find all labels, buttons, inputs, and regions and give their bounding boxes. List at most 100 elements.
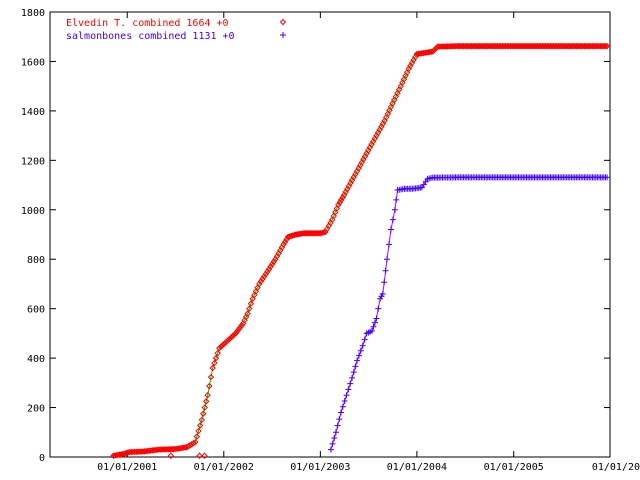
series-2-trend-line	[330, 176, 608, 450]
series-2-point	[355, 352, 362, 359]
series-1-point	[207, 373, 215, 381]
series-1-point	[327, 219, 334, 226]
series-2-point	[343, 392, 350, 399]
series-1-outlier-point	[201, 452, 208, 459]
x-tick-label: 01/01/2004	[387, 462, 447, 473]
series-1-point	[252, 288, 260, 295]
series-1-point	[171, 445, 179, 453]
series-1-point	[244, 310, 251, 317]
series-1-point	[323, 225, 331, 233]
series-1-point	[408, 59, 416, 67]
series-1-point	[202, 398, 210, 405]
series-1-point	[426, 48, 433, 56]
y-tick-label: 1000	[21, 206, 45, 217]
series-1-point	[355, 165, 362, 172]
series-2-point	[334, 422, 341, 429]
series-1-point	[402, 72, 409, 79]
y-tick-label: 600	[27, 305, 45, 316]
series-1-point	[386, 107, 393, 114]
series-1-point	[201, 404, 208, 411]
series-1-point	[381, 117, 388, 124]
x-tick-label: 01/01/2002	[194, 462, 254, 473]
series-2-point	[329, 440, 336, 447]
series-1-point	[242, 313, 250, 321]
series-1-point	[264, 268, 271, 275]
series-2-point	[375, 305, 382, 312]
series-2-point	[371, 319, 378, 326]
series-1-point	[330, 212, 337, 220]
series-1-point	[387, 103, 395, 111]
series-1-point	[291, 231, 298, 239]
x-tick-label: 01/01/2001	[97, 462, 157, 473]
series-1-point	[353, 168, 361, 175]
series-2-point	[385, 241, 392, 248]
series-1-point	[369, 138, 377, 145]
series-1-point	[270, 258, 277, 265]
legend-marker-plus-icon	[280, 32, 286, 38]
legend-label-1: Elvedin T. combined 1664 +0	[66, 18, 229, 29]
series-1-point	[195, 427, 202, 435]
y-tick-label: 800	[27, 255, 45, 266]
y-tick-label: 1200	[21, 156, 45, 167]
x-tick-label: 01/01/2005	[484, 462, 544, 473]
series-1-point	[320, 229, 327, 236]
series-1-point	[260, 273, 268, 280]
series-1-point	[395, 86, 403, 93]
series-1-point	[357, 162, 364, 169]
series-1-point	[268, 260, 276, 268]
series-1-point	[209, 364, 216, 372]
x-tick-label: 01/01/20	[592, 462, 640, 473]
series-2-point	[357, 347, 364, 354]
series-1-point	[211, 359, 218, 367]
y-tick-label: 1400	[21, 107, 45, 118]
legend: Elvedin T. combined 1664 +0 salmonbones c…	[66, 18, 287, 42]
series-1-point	[397, 82, 404, 90]
series-1-point	[318, 229, 326, 237]
y-tick-label: 1600	[21, 57, 45, 68]
series-2-point	[345, 386, 352, 393]
series-1-point	[192, 438, 199, 446]
series-1-outlier-point	[167, 452, 175, 459]
series-2-point	[339, 403, 346, 410]
series-2-point	[337, 409, 344, 416]
series-1-point	[247, 300, 255, 307]
series-1-point	[602, 42, 609, 50]
series-1-point	[368, 141, 375, 148]
series-1-point	[288, 232, 295, 240]
series-1-point	[198, 416, 206, 424]
series-1-point	[265, 265, 273, 273]
series-1-point	[214, 349, 221, 357]
series-1-point	[286, 233, 293, 240]
series-1-point	[410, 56, 417, 64]
series-2-point	[382, 267, 389, 274]
series-1-point	[412, 53, 419, 61]
series-2-point	[359, 342, 366, 349]
series-1-point	[284, 233, 292, 241]
series-1-point	[384, 110, 392, 118]
series-1-point	[400, 76, 408, 83]
series-1-point	[259, 275, 266, 283]
series-2-point	[389, 216, 396, 223]
plot-border	[49, 11, 611, 458]
series-1-point	[345, 182, 353, 190]
series-1-point	[348, 176, 356, 184]
series-1-point	[262, 270, 270, 278]
y-tick-label: 0	[39, 453, 45, 464]
series-1-point	[399, 79, 406, 86]
series-1-point	[344, 185, 351, 193]
series-2-point	[352, 363, 359, 370]
series-2-point	[354, 357, 361, 364]
series-1-point	[366, 144, 374, 151]
series-2-point	[387, 226, 394, 233]
series-1-point	[403, 69, 411, 76]
series-2-point	[349, 374, 356, 381]
series-1-point	[193, 433, 201, 440]
series-layer	[110, 42, 611, 459]
series-1-point	[180, 444, 187, 451]
series-1-point	[603, 42, 611, 50]
series-2-point	[327, 446, 334, 453]
series-2-point	[370, 323, 377, 330]
series-1-point	[383, 114, 390, 121]
series-1-point	[251, 291, 258, 299]
